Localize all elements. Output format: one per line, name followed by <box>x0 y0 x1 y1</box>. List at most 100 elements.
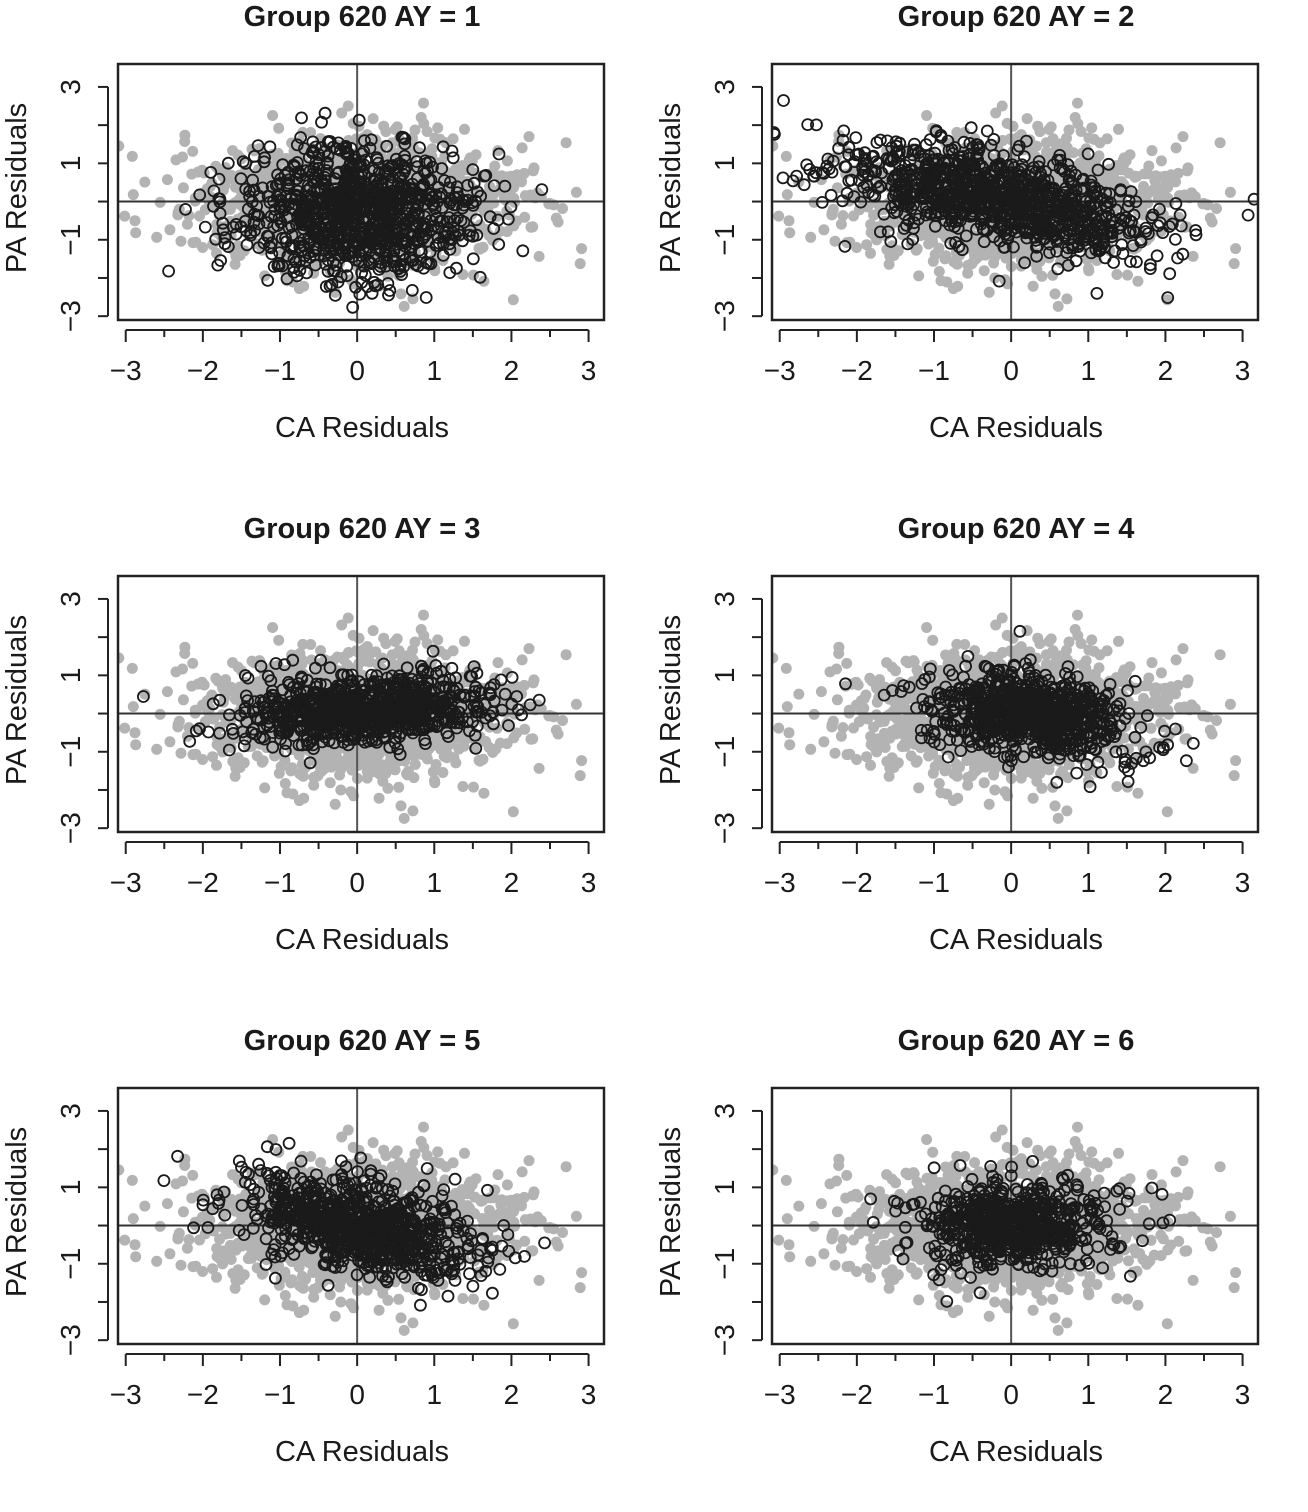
background-point <box>105 213 116 224</box>
x-tick-label: −3 <box>764 355 796 386</box>
background-point <box>818 224 829 235</box>
background-point <box>921 110 932 121</box>
background-point <box>576 243 587 254</box>
background-point <box>575 258 586 269</box>
background-point <box>1178 131 1189 142</box>
x-tick-label: 1 <box>1080 355 1096 386</box>
x-tick-label: 2 <box>504 355 520 386</box>
background-point <box>343 101 354 112</box>
background-point <box>468 270 479 281</box>
background-point <box>186 169 197 180</box>
background-point <box>1108 170 1119 181</box>
x-tick-label: −2 <box>841 355 873 386</box>
background-point <box>1034 126 1045 137</box>
background-point <box>459 124 470 135</box>
background-point <box>571 187 582 198</box>
x-tick-label: 1 <box>426 355 442 386</box>
y-axis-label: PA Residuals <box>655 103 687 273</box>
y-tick-label: 1 <box>709 156 740 172</box>
background-point <box>1156 172 1167 183</box>
background-point <box>962 260 973 271</box>
background-point <box>784 227 795 238</box>
background-point <box>1229 258 1240 269</box>
chart-title: Group 620 AY = 3 <box>244 513 481 545</box>
background-point <box>1113 124 1124 135</box>
background-point <box>534 251 545 262</box>
background-point <box>885 248 896 259</box>
background-point <box>1022 113 1033 124</box>
background-point <box>119 211 130 222</box>
highlight-point <box>1170 234 1181 245</box>
background-point <box>1207 217 1218 228</box>
background-point <box>933 243 944 254</box>
background-point <box>913 270 924 281</box>
background-point <box>164 224 175 235</box>
background-point <box>1147 145 1158 156</box>
background-point <box>1019 239 1030 250</box>
background-point <box>171 154 182 165</box>
highlight-point <box>1276 253 1287 264</box>
background-point <box>1082 161 1093 172</box>
background-point <box>1072 98 1083 109</box>
background-point <box>1053 301 1064 312</box>
background-point <box>508 294 519 305</box>
background-point <box>1048 133 1059 144</box>
background-point <box>432 122 443 133</box>
highlight-point <box>296 112 307 123</box>
y-tick-label: 3 <box>55 79 86 95</box>
background-point <box>517 142 528 153</box>
background-point <box>1050 288 1061 299</box>
y-axis-label: PA Residuals <box>1 103 33 273</box>
background-point <box>1152 186 1163 197</box>
background-point <box>934 266 945 277</box>
background-point <box>805 232 816 243</box>
highlight-point <box>421 292 432 303</box>
x-tick-label: 0 <box>1003 355 1019 386</box>
background-point <box>267 110 278 121</box>
background-point <box>1156 155 1167 166</box>
background-point <box>923 239 934 250</box>
background-point <box>782 189 793 200</box>
chart-title: Group 620 AY = 2 <box>898 1 1135 33</box>
background-point <box>182 219 193 230</box>
background-point <box>130 227 141 238</box>
background-point <box>396 288 407 299</box>
background-point <box>457 269 468 280</box>
background-point <box>952 281 963 292</box>
background-point <box>1028 281 1039 292</box>
highlight-point <box>778 172 789 183</box>
background-point <box>179 136 190 147</box>
background-point <box>1083 263 1094 274</box>
background-point <box>298 281 309 292</box>
background-point <box>187 146 198 157</box>
background-point <box>827 207 838 218</box>
highlight-point <box>1164 268 1175 279</box>
highlight-point <box>468 253 479 264</box>
background-point <box>979 265 990 276</box>
background-point <box>1008 121 1019 132</box>
background-point <box>399 301 410 312</box>
background-point <box>416 112 427 123</box>
y-tick-label: 1 <box>55 156 86 172</box>
highlight-point <box>200 222 211 233</box>
background-point <box>973 251 984 262</box>
background-point <box>524 131 535 142</box>
background-point <box>178 182 189 193</box>
background-point <box>1089 134 1100 145</box>
background-point <box>273 123 284 134</box>
chart-title: Group 620 AY = 1 <box>244 1 481 33</box>
x-tick-label: 3 <box>581 355 597 386</box>
x-tick-label: 2 <box>1158 355 1174 386</box>
background-point <box>502 226 513 237</box>
highlight-point <box>1091 288 1102 299</box>
x-tick-label: −1 <box>264 355 296 386</box>
background-point <box>512 169 523 180</box>
background-point <box>1070 112 1081 123</box>
background-point <box>176 236 187 247</box>
x-axis-label: CA Residuals <box>929 412 1103 444</box>
highlight-point <box>778 95 789 106</box>
